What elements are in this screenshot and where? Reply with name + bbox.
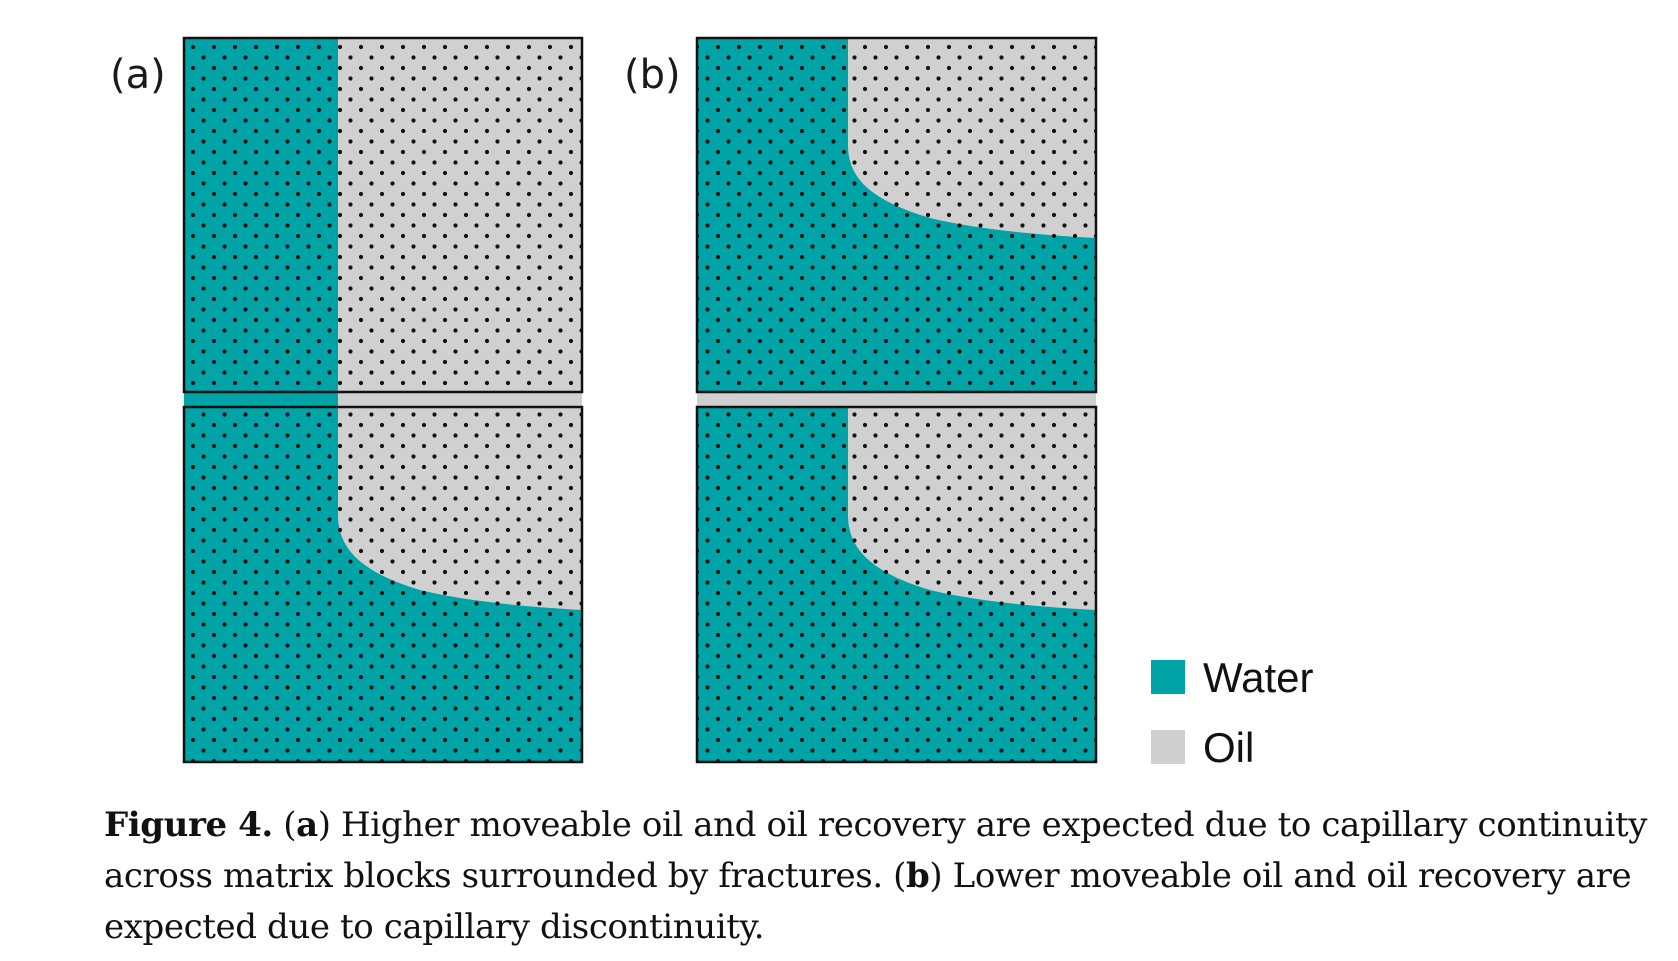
dot-overlay bbox=[697, 407, 1096, 762]
caption-b-text: ) Lower moveable oil and oil recovery ar… bbox=[104, 856, 1632, 947]
caption-b-letter: b bbox=[906, 856, 930, 896]
dot-overlay bbox=[697, 38, 1096, 392]
block-border bbox=[182, 405, 584, 764]
legend-water-swatch bbox=[1151, 660, 1185, 694]
legend: Water Oil bbox=[1151, 654, 1313, 771]
dot-overlay bbox=[184, 407, 582, 762]
block-border bbox=[695, 405, 1098, 764]
panel-a bbox=[182, 36, 584, 764]
dot-overlay bbox=[184, 38, 582, 392]
panel-b-label: (b) bbox=[624, 52, 681, 98]
figure-diagram: (a) (b) bbox=[110, 36, 1313, 771]
fracture-gap-oil bbox=[697, 392, 1096, 407]
caption-a-letter: a bbox=[296, 805, 318, 845]
block-border bbox=[695, 36, 1098, 394]
matrix-block-b-bottom bbox=[697, 407, 1096, 762]
caption-figure-label: Figure 4. bbox=[104, 805, 273, 845]
panel-a-label: (a) bbox=[110, 52, 166, 98]
panel-b bbox=[695, 36, 1098, 764]
matrix-block-a-top bbox=[184, 38, 582, 392]
matrix-block-b-top bbox=[697, 38, 1096, 392]
caption-a-text: ) Higher moveable oil and oil recovery a… bbox=[104, 805, 1648, 896]
fracture-gap-water bbox=[184, 392, 338, 407]
block-border bbox=[182, 36, 584, 394]
legend-oil-swatch bbox=[1151, 730, 1185, 764]
figure-caption: Figure 4. (a) Higher moveable oil and oi… bbox=[104, 800, 1664, 953]
legend-water-label: Water bbox=[1203, 654, 1313, 701]
legend-oil-label: Oil bbox=[1203, 724, 1254, 771]
matrix-block-a-bottom bbox=[184, 407, 582, 762]
caption-a-open: ( bbox=[283, 805, 297, 845]
